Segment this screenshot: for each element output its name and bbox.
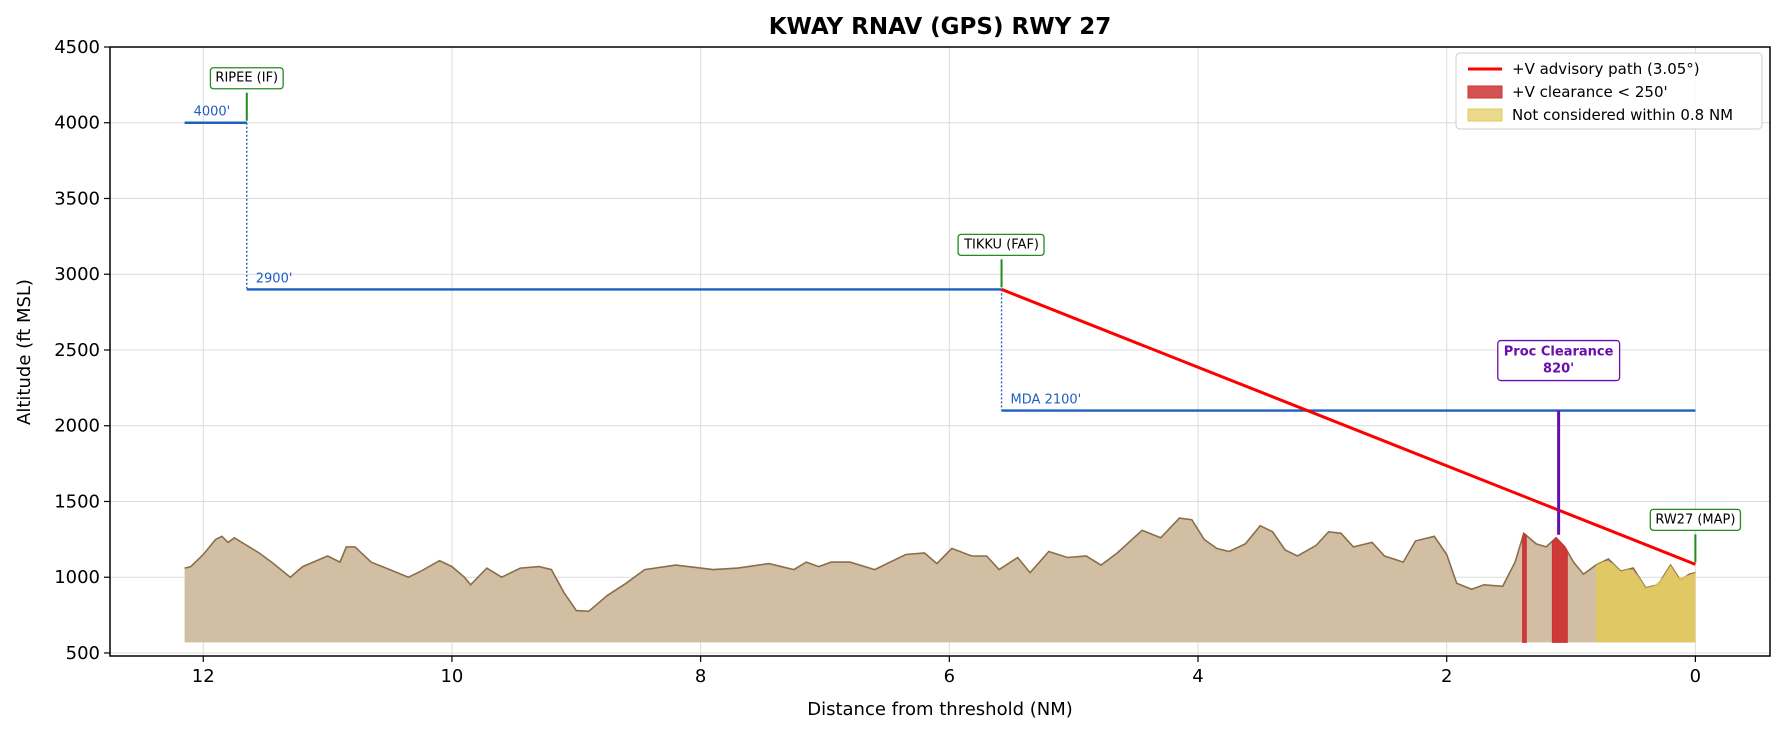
- x-axis-label: Distance from threshold (NM): [807, 699, 1073, 720]
- waypoint-label: RIPEE (IF): [215, 71, 278, 86]
- proc-clearance-callout: Proc Clearance 820': [1497, 339, 1621, 382]
- clearance-zones: [1522, 532, 1696, 643]
- waypoint-label-box: [209, 67, 284, 90]
- proc-clearance-title: Proc Clearance: [1504, 345, 1614, 360]
- waypoint-marker: RW27 (MAP): [1649, 508, 1742, 531]
- terrain-profile-line: [184, 517, 1696, 613]
- low-clearance-zone: [1522, 532, 1527, 643]
- axes-frame: [109, 46, 1771, 657]
- legend-entry-label: Not considered within 0.8 NM: [1512, 106, 1733, 124]
- not-considered-zone: [1595, 561, 1696, 643]
- advisory-path-layer: [1000, 287, 1696, 566]
- x-tick-label: 2: [1441, 666, 1452, 687]
- advisory-path: [1000, 287, 1696, 566]
- legend-entry-label: +V clearance < 250': [1512, 83, 1668, 101]
- altitude-label: 2900': [256, 271, 293, 286]
- waypoints: RIPEE (IF) TIKKU (FAF) RW27 (MAP): [209, 67, 1742, 563]
- chart-title: KWAY RNAV (GPS) RWY 27: [769, 14, 1112, 40]
- legend: +V advisory path (3.05°) +V clearance < 2…: [1455, 52, 1763, 130]
- low-clearance-zone: [1551, 537, 1568, 643]
- y-tick-label: 2000: [54, 416, 100, 437]
- x-tick-label: 6: [944, 666, 955, 687]
- waypoint-label-box: [957, 233, 1045, 257]
- x-tick-label: 8: [695, 666, 706, 687]
- waypoint-label-box: [1649, 508, 1742, 531]
- waypoint-label: TIKKU (FAF): [963, 237, 1039, 252]
- y-tick-label: 1000: [54, 567, 100, 588]
- proc-clearance-box: [1497, 339, 1621, 382]
- x-tick-label: 10: [440, 666, 463, 687]
- x-tick-label: 12: [192, 666, 215, 687]
- waypoint-marker: RIPEE (IF): [209, 67, 284, 90]
- altitude-label: 4000': [194, 105, 231, 120]
- y-tick-label: 2500: [54, 340, 100, 361]
- legend-swatch-patch: [1467, 85, 1503, 99]
- y-tick-label: 4500: [54, 37, 100, 58]
- y-tick-label: 4000: [54, 113, 100, 134]
- waypoint-label: RW27 (MAP): [1655, 512, 1735, 527]
- terrain-layer: [184, 517, 1696, 643]
- waypoint-marker: TIKKU (FAF): [957, 233, 1045, 257]
- y-tick-label: 3000: [54, 264, 100, 285]
- x-tick-label: 4: [1192, 666, 1203, 687]
- y-tick-label: 500: [66, 643, 100, 664]
- proc-clearance-value: 820': [1543, 362, 1574, 377]
- legend-box: [1455, 52, 1763, 130]
- y-axis-label: Altitude (ft MSL): [14, 279, 35, 425]
- x-tick-label: 0: [1690, 666, 1701, 687]
- axis-ticks: 12 10 8 6 4 2 0 500 1000 1500 2000 2500 3000 3500 4000…: [54, 37, 1701, 687]
- altitude-label: MDA 2100': [1011, 393, 1082, 408]
- y-tick-label: 1500: [54, 491, 100, 512]
- altitude-segments: 4000' 2900' MDA 2100': [184, 105, 1696, 412]
- legend-entry-label: +V advisory path (3.05°): [1512, 60, 1700, 78]
- y-tick-label: 3500: [54, 188, 100, 209]
- legend-swatch-patch: [1467, 108, 1503, 122]
- proc-clearance-layer: Proc Clearance 820': [1497, 339, 1621, 535]
- terrain-fill: [184, 518, 1696, 643]
